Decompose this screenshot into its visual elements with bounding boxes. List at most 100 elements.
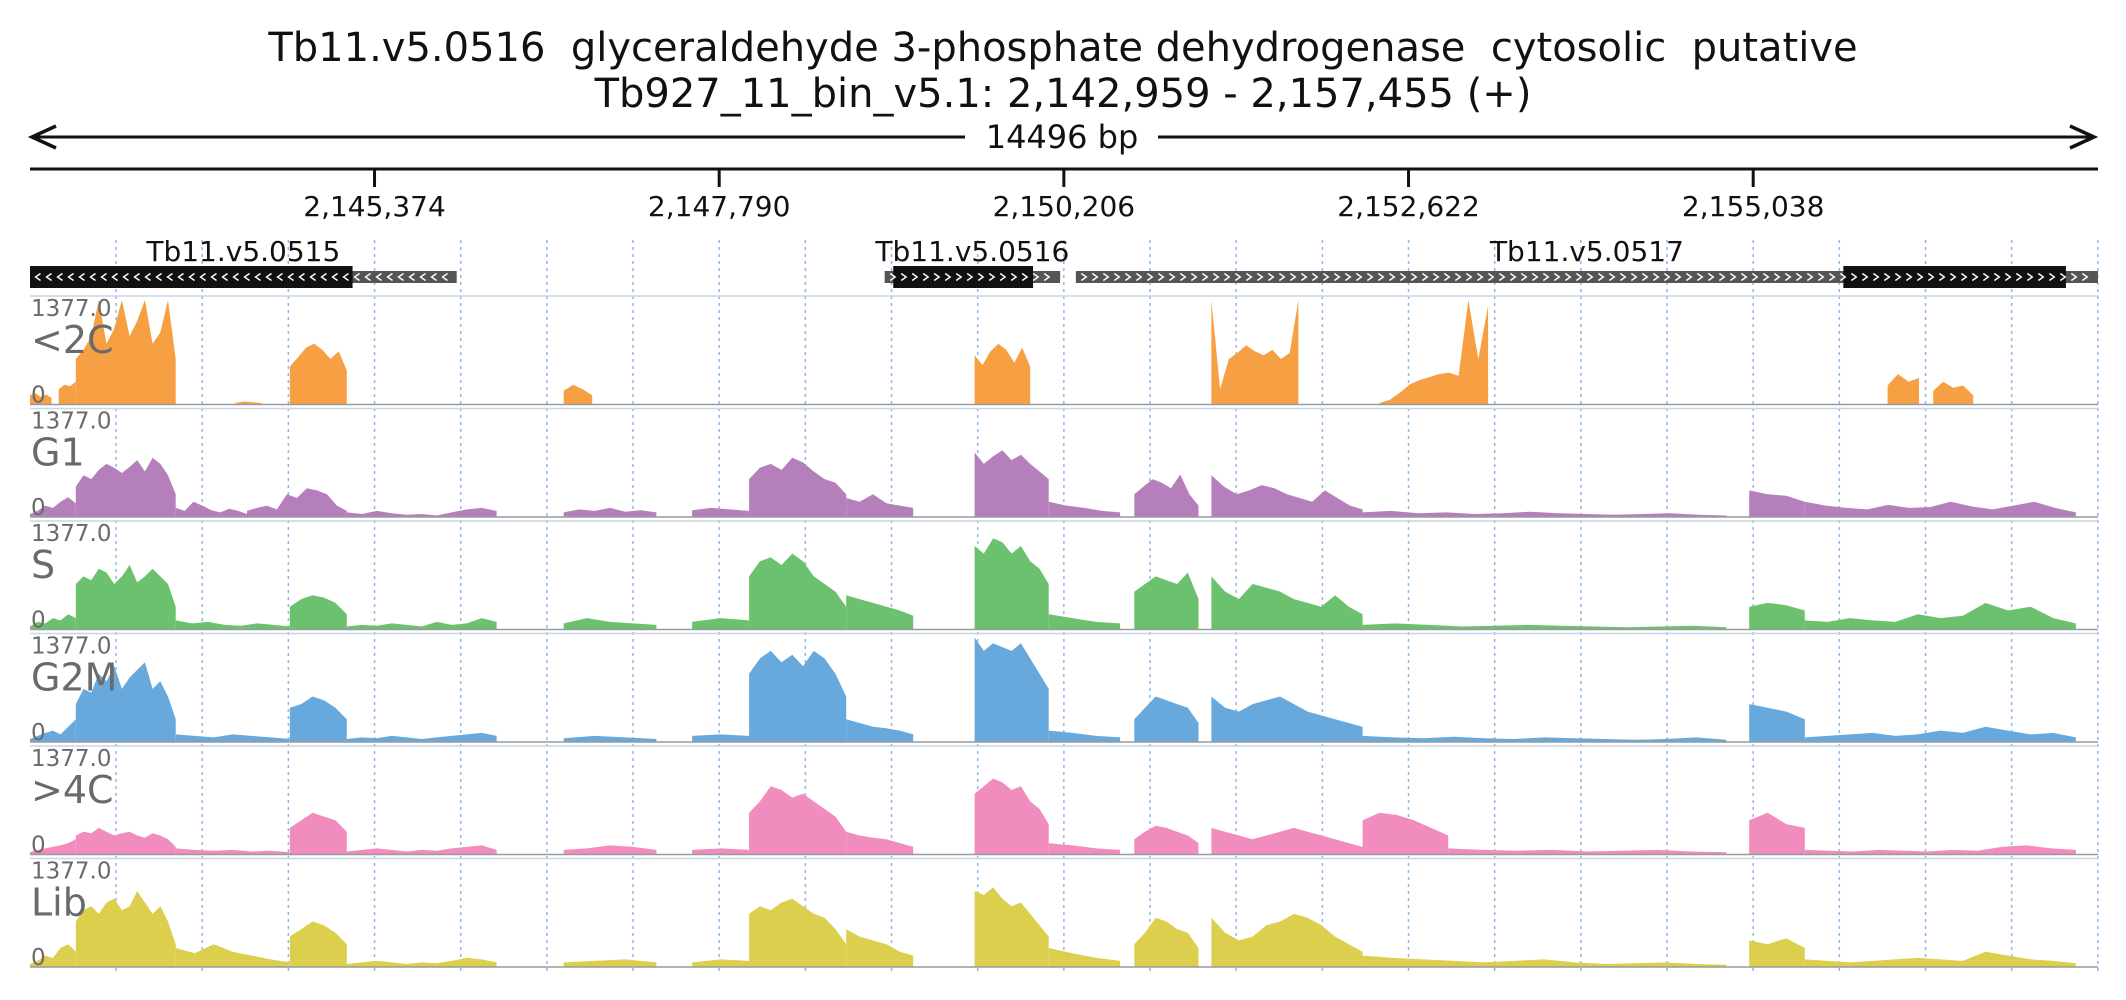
coverage-area <box>1749 704 1805 742</box>
strand-chevron-icon <box>2015 272 2023 282</box>
strand-chevron-icon <box>1806 272 1814 282</box>
strand-chevron-icon <box>1256 272 1264 282</box>
strand-chevron-icon <box>1124 272 1132 282</box>
strand-chevron-icon <box>34 272 41 282</box>
strand-chevron-icon <box>166 272 173 282</box>
strand-chevron-icon <box>1465 272 1473 282</box>
coverage-area <box>1048 501 1121 517</box>
strand-chevron-icon <box>1685 272 1693 282</box>
coverage-area <box>692 959 750 967</box>
track-name: >4C <box>31 768 114 812</box>
ruler-tick-label: 2,150,206 <box>993 190 1136 223</box>
coverage-area <box>692 734 750 742</box>
strand-chevron-icon <box>1773 272 1781 282</box>
region-coordinates: Tb927_11_bin_v5.1: 2,142,959 - 2,157,455… <box>594 71 1532 117</box>
strand-chevron-icon <box>342 272 349 282</box>
coverage-area <box>1804 602 2076 630</box>
strand-chevron-icon <box>419 272 426 282</box>
coordinate-ruler: 2,145,374 2,147,790 2,150,206 2,152,622 2,15… <box>30 167 2098 223</box>
strand-chevron-icon <box>386 272 393 282</box>
strand-chevron-icon <box>1817 272 1825 282</box>
span-label: 14496 bp <box>986 118 1139 156</box>
coverage-area <box>1134 572 1199 630</box>
strand-chevron-icon <box>1553 272 1561 282</box>
coverage-area <box>563 959 657 967</box>
strand-chevron-icon <box>287 272 294 282</box>
strand-chevron-icon <box>1113 272 1121 282</box>
strand-chevron-icon <box>1630 272 1638 282</box>
strand-chevron-icon <box>1201 272 1209 282</box>
strand-chevron-icon <box>2004 272 2012 282</box>
strand-chevron-icon <box>276 272 283 282</box>
track-min-label: 0 <box>31 720 46 746</box>
gene-cds-block <box>893 266 1034 288</box>
coverage-area <box>1749 938 1805 967</box>
coverage-area <box>1804 501 2076 517</box>
strand-chevron-icon <box>1520 272 1528 282</box>
strand-chevron-icon <box>1542 272 1550 282</box>
strand-chevron-icon <box>1927 272 1935 282</box>
coverage-area <box>1749 812 1805 855</box>
coverage-area <box>1211 576 1363 630</box>
span-arrow-left-icon <box>27 124 57 150</box>
coverage-area <box>974 778 1049 855</box>
coverage-area <box>1048 730 1121 742</box>
coverage-area <box>1362 812 1449 855</box>
strand-chevron-icon <box>1740 272 1748 282</box>
strand-chevron-icon <box>320 272 327 282</box>
coverage-area <box>974 538 1049 630</box>
coverage-area <box>1048 614 1121 630</box>
strand-chevron-icon <box>1388 272 1396 282</box>
coverage-track: 1377.0S 0 <box>30 520 2098 634</box>
strand-chevron-icon <box>1619 272 1627 282</box>
coverage-area <box>974 887 1049 967</box>
strand-chevron-icon <box>1938 272 1946 282</box>
coverage-area <box>1048 948 1121 967</box>
strand-chevron-icon <box>911 272 919 282</box>
strand-chevron-icon <box>1718 272 1726 282</box>
coverage-track: 1377.0<2C 0 <box>30 295 2098 409</box>
gene-body <box>1075 271 2098 283</box>
strand-chevron-icon <box>1751 272 1759 282</box>
strand-chevron-icon <box>1289 272 1297 282</box>
strand-chevron-icon <box>1894 272 1902 282</box>
track-name: G2M <box>31 656 117 700</box>
strand-chevron-icon <box>364 272 371 282</box>
coverage-area <box>846 719 914 742</box>
coverage-area <box>563 507 657 517</box>
strand-chevron-icon <box>1608 272 1616 282</box>
ruler-tick-label: 2,152,622 <box>1337 190 1480 223</box>
strand-chevron-icon <box>133 272 140 282</box>
coverage-area <box>1134 825 1199 855</box>
strand-chevron-icon <box>1498 272 1506 282</box>
track-max-label: 1377.0 <box>31 296 111 322</box>
strand-chevron-icon <box>1245 272 1253 282</box>
coverage-area <box>75 565 176 630</box>
strand-chevron-icon <box>1432 272 1440 282</box>
strand-chevron-icon <box>1509 272 1517 282</box>
coverage-area <box>974 637 1049 742</box>
track-name: S <box>31 543 55 587</box>
coverage-area <box>1134 917 1199 967</box>
coverage-area <box>175 848 290 855</box>
ruler-tick-label: 2,145,374 <box>303 190 446 223</box>
coverage-area <box>175 620 290 630</box>
coverage-area <box>1804 726 2076 742</box>
coverage-area <box>1804 845 2076 855</box>
gene-label: Tb11.v5.0516 <box>874 235 1069 268</box>
strand-chevron-icon <box>210 272 217 282</box>
gene-title: Tb11.v5.0516 glyceraldehyde 3-phosphate … <box>268 25 1858 71</box>
coverage-area <box>30 614 76 630</box>
gene-cds-block <box>30 266 353 288</box>
strand-chevron-icon <box>1135 272 1143 282</box>
coverage-area <box>563 618 657 630</box>
strand-chevron-icon <box>254 272 261 282</box>
coverage-area <box>1134 474 1199 517</box>
strand-chevron-icon <box>1784 272 1792 282</box>
strand-chevron-icon <box>1366 272 1374 282</box>
strand-chevron-icon <box>1311 272 1319 282</box>
coverage-area <box>846 929 914 967</box>
strand-chevron-icon <box>2026 272 2034 282</box>
strand-chevron-icon <box>2081 272 2089 282</box>
